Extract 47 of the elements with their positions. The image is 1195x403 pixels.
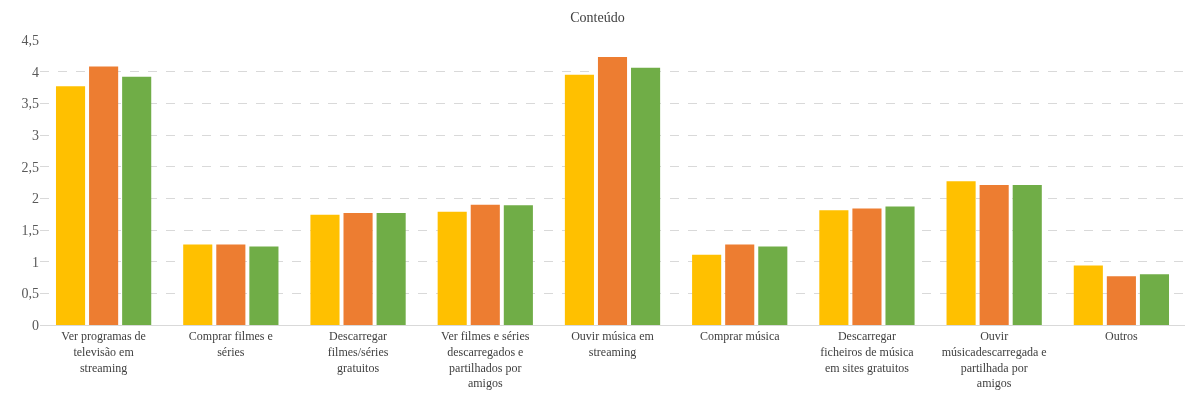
x-tick-label: Outros — [1105, 329, 1139, 344]
bar — [216, 244, 246, 325]
bar — [1073, 265, 1103, 325]
bar — [249, 246, 279, 325]
y-tick-label: 4 — [32, 64, 39, 80]
y-tick-label: 0,5 — [21, 286, 39, 302]
chart-title: Conteúdo — [570, 9, 625, 25]
x-tick-label: Ver programas de televisão em streaming — [61, 329, 146, 375]
bar — [631, 67, 661, 325]
y-tick-label: 2 — [32, 191, 39, 207]
bar — [692, 254, 722, 325]
x-tick-label: Comprar música — [699, 329, 781, 344]
bar — [1139, 274, 1170, 325]
bar — [183, 244, 213, 325]
bar — [1106, 276, 1136, 325]
bar — [597, 57, 628, 325]
x-tick-label: Descarregar filmes/séries gratuitos — [327, 329, 389, 375]
bar — [852, 208, 882, 325]
bar — [343, 212, 373, 325]
bar — [979, 185, 1009, 325]
x-tick-label: Ouvir músicadescarregada e partilhada por amigos — [941, 329, 1047, 391]
bar — [437, 211, 467, 325]
bar — [725, 244, 755, 325]
bar — [310, 214, 340, 325]
y-tick-label: 4,5 — [21, 32, 39, 48]
x-tick-label: Ver filmes e séries descarregados e partilhados por amigos — [441, 329, 530, 391]
bar — [470, 204, 500, 325]
x-tick-label: Descarregar ficheiros de música em sites gratuitos — [820, 329, 915, 375]
bar — [819, 210, 849, 325]
y-tick-label: 0 — [32, 317, 39, 333]
x-tick-label: Comprar filmes e séries — [188, 329, 273, 359]
bar — [55, 86, 86, 325]
bar — [89, 66, 119, 325]
bar — [885, 206, 915, 325]
x-tick-label: Ouvir música em streaming — [571, 329, 655, 359]
bar — [946, 181, 976, 325]
y-tick-label: 3 — [32, 127, 39, 143]
bar — [758, 246, 788, 325]
y-tick-label: 1,5 — [21, 222, 39, 238]
bar — [376, 212, 406, 325]
bar — [122, 76, 152, 325]
bar — [503, 205, 533, 325]
y-tick-label: 3,5 — [21, 96, 39, 112]
bar — [1012, 185, 1042, 325]
y-tick-label: 2,5 — [21, 159, 39, 175]
bar — [564, 74, 594, 325]
y-tick-label: 1 — [32, 254, 39, 270]
